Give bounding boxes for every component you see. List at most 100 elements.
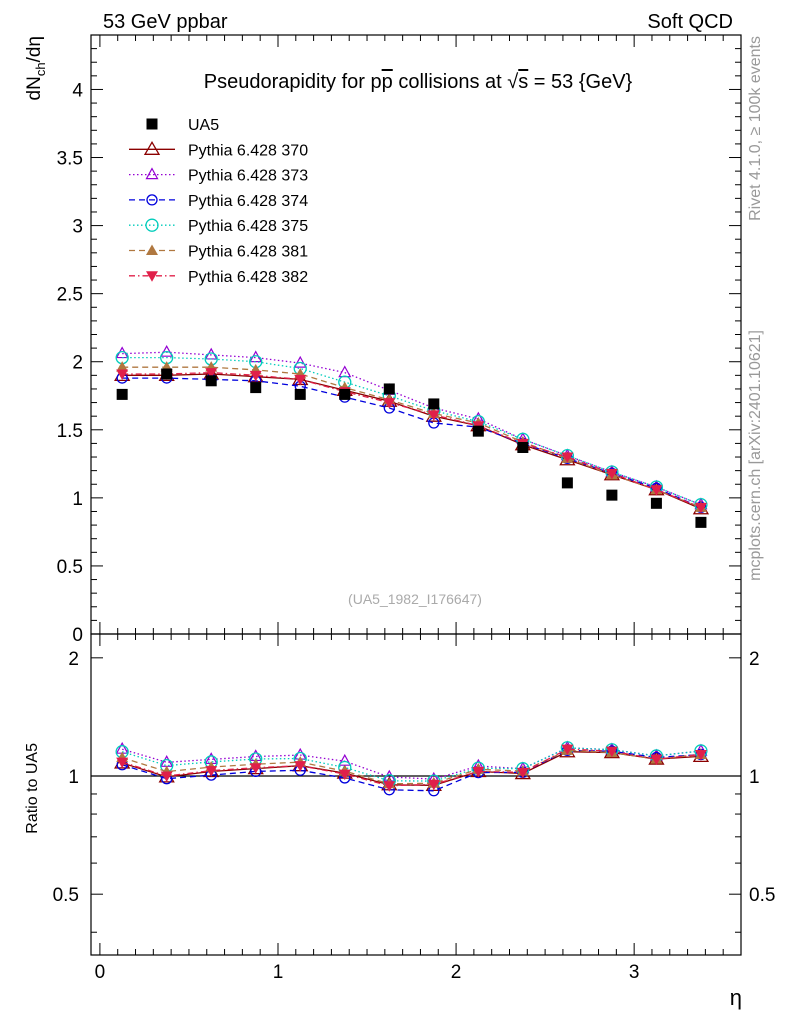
legend-label: Pythia 6.428 373	[188, 168, 308, 185]
ratio-y-axis-label: Ratio to UA5	[24, 743, 41, 834]
legend-entry: Pythia 6.428 375	[129, 218, 308, 235]
series-381-point	[116, 361, 129, 372]
series-382-ratio-point	[383, 781, 396, 792]
series-382-point	[205, 368, 218, 379]
title-tail: = 53 {GeV}	[528, 71, 632, 93]
ua5-data-point	[383, 383, 395, 395]
analysis-watermark: (UA5_1982_I176647)	[348, 591, 482, 607]
y-tick-label: 0.5	[57, 557, 83, 578]
legend-marker	[146, 118, 158, 130]
y-tick-label: 1.5	[57, 421, 83, 442]
series-382-ratio-point	[561, 744, 574, 756]
ratio-series-group	[114, 740, 710, 797]
series-382-point	[605, 468, 618, 480]
title-lead: Pseudorapidity for p	[204, 71, 382, 93]
ratio-y-tick-label-right: 1	[749, 767, 760, 788]
series-382-ratio-point	[694, 750, 707, 761]
ua5-data-point	[116, 388, 128, 400]
y-tick-label: 1	[72, 489, 83, 510]
legend-label: UA5	[188, 117, 219, 134]
series-382-point	[694, 502, 707, 514]
series-382-point	[561, 452, 574, 464]
ua5-data-point	[650, 497, 662, 509]
rivet-version-label: Rivet 4.1.0, ≥ 100k events	[747, 36, 764, 221]
series-382-line	[122, 371, 702, 509]
x-tick-label: 1	[273, 962, 284, 983]
y-tick-label: 2.5	[57, 285, 83, 306]
legend-entry: UA5	[146, 117, 219, 134]
series-382-ratio-point	[160, 771, 173, 783]
y-tick-label: 4	[72, 80, 83, 101]
series-382-point	[116, 369, 129, 380]
legend-marker	[143, 141, 161, 155]
series-373-line	[122, 351, 702, 506]
ua5-data-point	[472, 425, 484, 437]
x-tick-label: 2	[451, 962, 462, 983]
ua5-data-point	[339, 388, 351, 400]
ua5-data-point	[695, 516, 707, 528]
ratio-y-tick-label-right: 2	[749, 649, 760, 670]
series-382-ratio-point	[338, 769, 351, 781]
y-axis-label-tail: /dη	[24, 36, 45, 62]
ratio-y-tick-label-left: 2	[68, 649, 79, 670]
header-category-label: Soft QCD	[647, 11, 733, 33]
plot-title: Pseudorapidity for pp collisions at √s =…	[204, 71, 633, 93]
y-axis-label: dNch/dη	[24, 36, 48, 100]
series-382-ratio-point	[116, 757, 129, 769]
series-370-ratio-point	[603, 744, 621, 759]
ua5-data-point	[517, 441, 529, 453]
title-sqrt: √	[507, 71, 518, 93]
x-axis-label: η	[730, 985, 742, 1010]
legend-entry: Pythia 6.428 382	[129, 269, 308, 286]
series-382-point	[650, 485, 663, 496]
y-axis-label-main: dN	[24, 76, 45, 100]
legend-marker	[146, 271, 158, 282]
series-381-ratio-line	[122, 749, 701, 785]
series-382-ratio-point	[205, 766, 218, 777]
legend-label: Pythia 6.428 370	[188, 142, 308, 159]
y-axis-label-sub: ch	[33, 62, 48, 76]
legend-label: Pythia 6.428 374	[188, 193, 308, 210]
series-382-point	[383, 398, 396, 409]
legend-marker	[146, 244, 158, 255]
legend-marker	[145, 218, 159, 232]
series-373-point	[160, 344, 174, 357]
legend-label: Pythia 6.428 382	[188, 269, 308, 286]
ua5-data-point	[428, 398, 440, 410]
ua5-data-point	[606, 489, 618, 501]
legend-entry: Pythia 6.428 370	[129, 141, 308, 159]
y-tick-label: 2	[72, 353, 83, 374]
series-382-point	[249, 370, 262, 382]
series-374-ratio-line	[122, 749, 701, 792]
series-373-point	[293, 355, 307, 368]
series-373-ratio-point	[338, 753, 352, 766]
series-374-line	[122, 377, 702, 508]
legend-entry: Pythia 6.428 381	[129, 244, 308, 261]
series-382-ratio-point	[605, 746, 618, 758]
series-382-ratio-point	[516, 767, 529, 779]
ua5-data-point	[294, 388, 306, 400]
series-382-ratio-line	[122, 748, 701, 787]
y-tick-label: 0	[72, 625, 83, 646]
main-series-group	[114, 344, 710, 528]
series-382-ratio-point	[472, 766, 485, 778]
legend-marker	[146, 194, 158, 206]
series-382-ratio-point	[650, 754, 663, 766]
series-381-line	[122, 366, 702, 509]
legend-entry: Pythia 6.428 374	[129, 193, 308, 210]
ua5-data-point	[205, 375, 217, 387]
header-energy-label: 53 GeV ppbar	[103, 11, 228, 33]
mcplots-label: mcplots.cern.ch [arXiv:2401.10621]	[747, 330, 764, 581]
ratio-y-tick-label-left: 0.5	[53, 885, 79, 906]
series-382-point	[427, 410, 440, 421]
series-382-ratio-point	[294, 761, 307, 772]
series-382-ratio-point	[249, 763, 262, 774]
series-375-line	[122, 356, 702, 506]
x-tick-label: 0	[95, 962, 106, 983]
ratio-y-tick-label-left: 1	[68, 767, 79, 788]
series-370-line	[122, 373, 702, 510]
title-pbar: p	[382, 71, 393, 93]
legend-marker	[145, 167, 159, 180]
legend-label: Pythia 6.428 375	[188, 218, 308, 235]
